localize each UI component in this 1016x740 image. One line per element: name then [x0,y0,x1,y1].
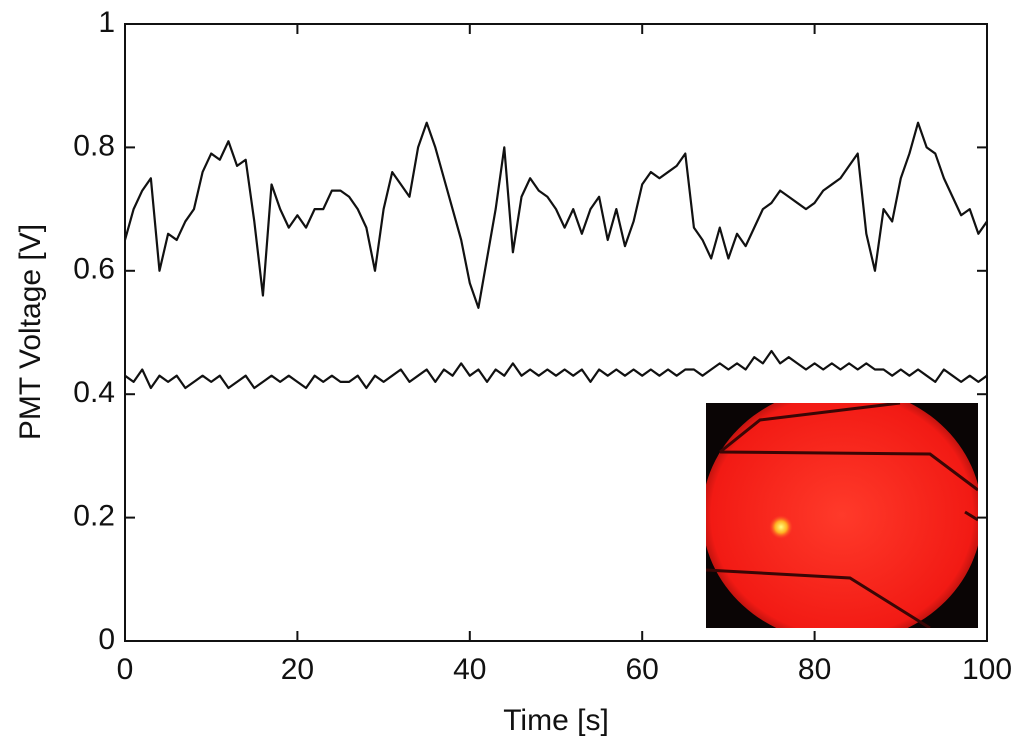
x-tick-label: 0 [117,653,134,686]
plot-frame [124,23,988,642]
y-tick-label: 0 [98,623,115,656]
x-tick-label: 20 [281,653,314,686]
y-axis-label: PMT Voltage [V] [14,224,47,440]
x-tick-label: 100 [962,653,1012,686]
data-line [123,121,988,309]
x-axis-label: Time [s] [503,704,609,737]
x-tick-label: 40 [453,653,486,686]
y-tick-label: 0.8 [73,129,115,162]
x-tick-label: 60 [626,653,659,686]
y-tick-label: 1 [98,6,115,39]
inset-photo [706,403,978,628]
y-tick-label: 0.2 [73,500,115,533]
data-line [124,349,988,390]
x-tick-label: 80 [798,653,831,686]
y-tick-label: 0.4 [73,376,115,409]
y-tick-label: 0.6 [73,253,115,286]
